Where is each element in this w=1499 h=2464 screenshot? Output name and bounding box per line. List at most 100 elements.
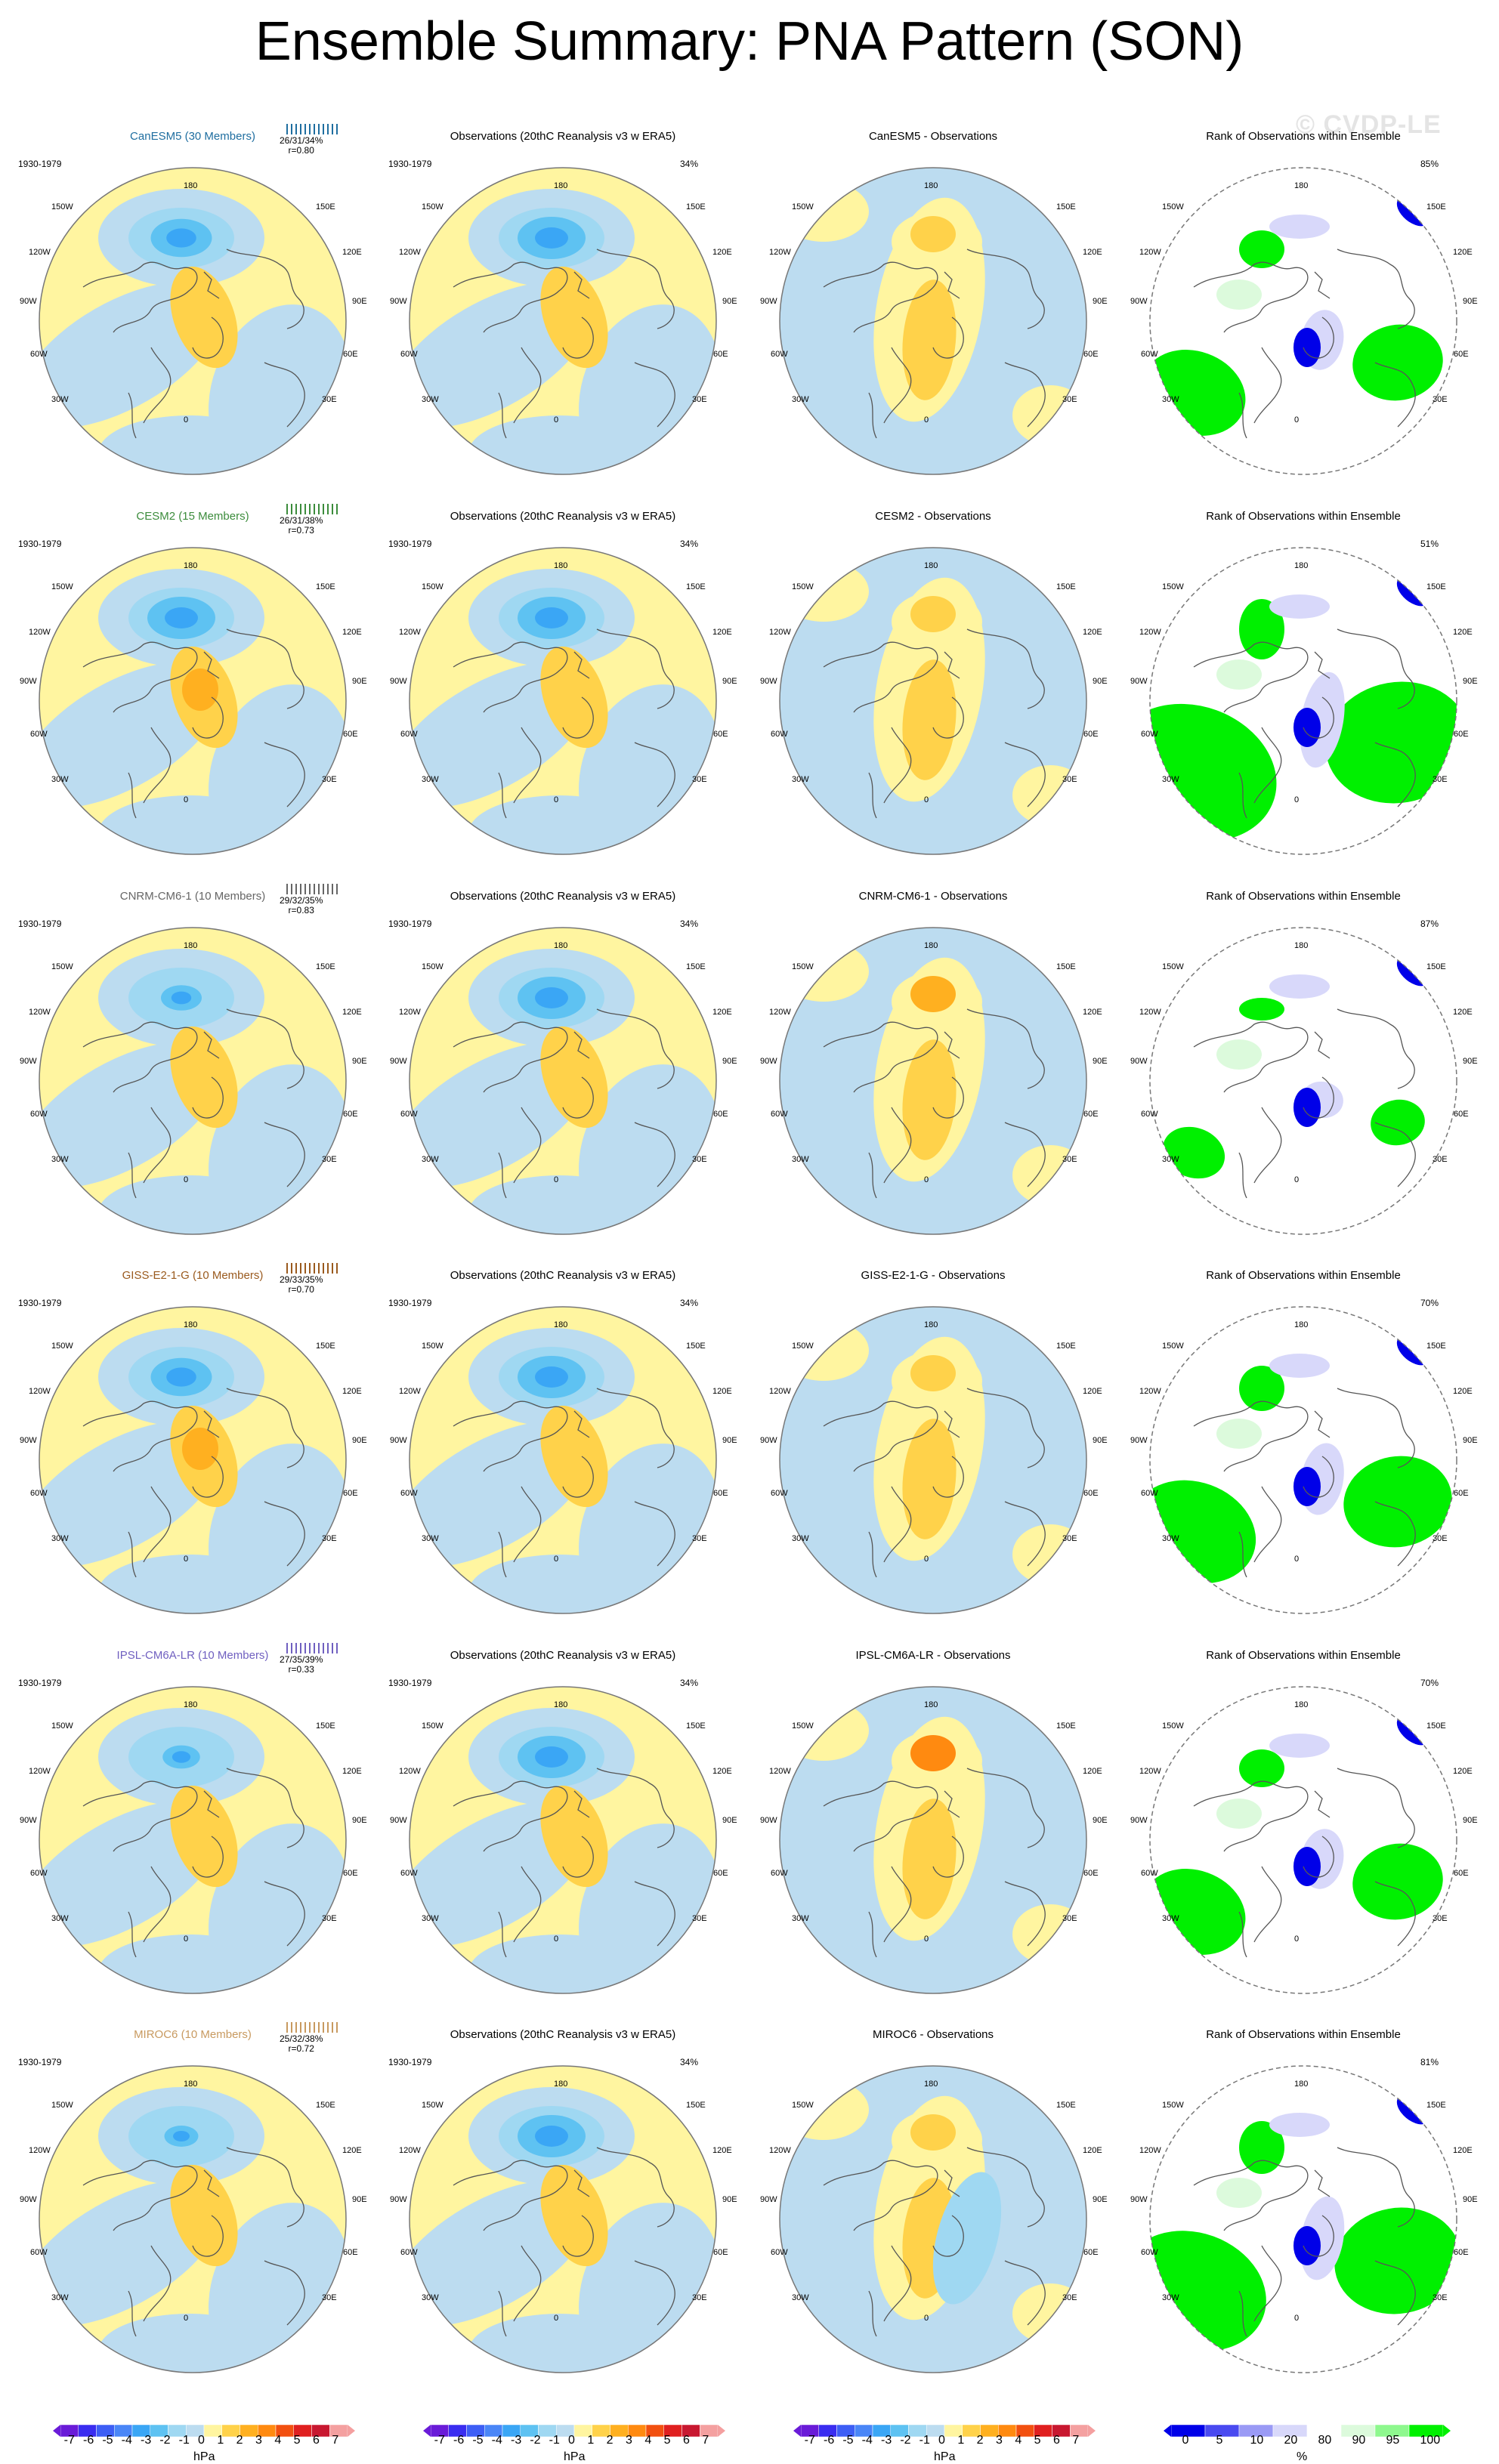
longitude-label: 150W — [51, 962, 73, 971]
longitude-label: 90E — [352, 1057, 367, 1066]
longitude-label: 180 — [184, 1320, 198, 1329]
longitude-label: 60W — [400, 350, 418, 359]
longitude-label: 120W — [29, 1387, 51, 1396]
longitude-label: 120W — [399, 1387, 421, 1396]
longitude-label: 150E — [1056, 202, 1076, 212]
longitude-label: 30E — [1062, 1155, 1077, 1164]
colorbar-tick-label: -2 — [900, 2434, 911, 2447]
longitude-label: 90W — [760, 1816, 777, 1825]
longitude-label: 120E — [1083, 2146, 1102, 2155]
longitude-label: 150E — [686, 1342, 706, 1351]
longitude-label: 0 — [184, 795, 189, 804]
percent-label: 34% — [680, 1298, 699, 1308]
map-panel-model: GISS-E2-1-G (10 Members) 1930-1979 29/33/3… — [8, 1252, 378, 1630]
longitude-label: 60E — [343, 730, 358, 739]
longitude-label: 120W — [399, 628, 421, 637]
period-label: 1930-1979 — [388, 539, 432, 549]
longitude-label: 60E — [713, 2248, 728, 2257]
longitude-label: 60W — [1141, 350, 1158, 359]
longitude-label: 30E — [692, 395, 707, 404]
longitude-label: 180 — [184, 1700, 198, 1709]
longitude-label: 180 — [1294, 1320, 1309, 1329]
longitude-label: 120W — [29, 1008, 51, 1017]
longitude-label: 90E — [352, 1436, 367, 1445]
longitude-label: 150E — [686, 962, 706, 971]
longitude-label: 180 — [924, 561, 938, 570]
longitude-label: 120W — [1139, 2146, 1161, 2155]
colorbar-tick-label: 0 — [1182, 2434, 1189, 2447]
longitude-label: 120E — [1453, 248, 1473, 257]
longitude-label: 150W — [792, 1342, 814, 1351]
longitude-label: 60W — [400, 2248, 418, 2257]
colorbar-tick-label: -5 — [102, 2434, 113, 2447]
longitude-label: 60W — [771, 350, 788, 359]
colorbar-unit: hPa — [564, 2450, 586, 2463]
longitude-label: 150W — [1162, 202, 1184, 212]
stats-label: 26/31/38% r=0.73 — [280, 515, 323, 536]
longitude-label: 150W — [422, 1721, 444, 1731]
longitude-label: 90E — [722, 1436, 737, 1445]
longitude-label: 180 — [1294, 2080, 1309, 2089]
longitude-label: 180 — [924, 1700, 938, 1709]
colorbar-tick-label: -1 — [178, 2434, 190, 2447]
longitude-label: 150E — [316, 202, 335, 212]
longitude-label: 120E — [1453, 1387, 1473, 1396]
longitude-label: 150E — [686, 1721, 706, 1731]
longitude-label: 150W — [792, 2101, 814, 2110]
longitude-label: 90W — [20, 677, 37, 686]
longitude-label: 90E — [352, 2195, 367, 2204]
polar-map — [778, 166, 1088, 476]
polar-map — [1148, 926, 1458, 1236]
longitude-label: 120E — [342, 628, 362, 637]
longitude-label: 90W — [390, 1057, 407, 1066]
longitude-label: 150E — [1426, 1342, 1446, 1351]
longitude-label: 150W — [422, 1342, 444, 1351]
longitude-label: 90E — [722, 677, 737, 686]
longitude-label: 150E — [1426, 962, 1446, 971]
longitude-label: 30W — [422, 2293, 439, 2302]
longitude-label: 120W — [1139, 628, 1161, 637]
figure-row: MIROC6 (10 Members) 1930-1979 25/32/38% r=0… — [0, 2012, 1499, 2389]
colorbar-tick-label: 7 — [332, 2434, 339, 2447]
longitude-label: 60E — [1083, 1489, 1099, 1498]
longitude-label: 90E — [1093, 1436, 1108, 1445]
longitude-label: 150W — [422, 2101, 444, 2110]
longitude-label: 60E — [1083, 350, 1099, 359]
colorbar-tick-label: -6 — [83, 2434, 94, 2447]
longitude-label: 60E — [1454, 1869, 1469, 1878]
colorbar-tick-label: 4 — [644, 2434, 652, 2447]
polar-map — [408, 1685, 718, 1995]
longitude-label: 30W — [792, 395, 809, 404]
longitude-label: 120W — [399, 2146, 421, 2155]
longitude-label: 150E — [316, 582, 335, 591]
panel-title: Observations (20thC Reanalysis v3 w ERA5… — [450, 130, 676, 143]
panel-title: Rank of Observations within Ensemble — [1206, 130, 1401, 143]
longitude-label: 60E — [713, 730, 728, 739]
colorbar-tick-label: -4 — [121, 2434, 132, 2447]
colorbar-tick-label: -3 — [881, 2434, 892, 2447]
longitude-label: 60E — [713, 1110, 728, 1119]
longitude-label: 60E — [713, 350, 728, 359]
colorbar-tick-label: 80 — [1318, 2434, 1332, 2447]
colorbar-tick-label: -2 — [530, 2434, 541, 2447]
longitude-label: 60W — [1141, 1869, 1158, 1878]
longitude-label: 0 — [554, 2314, 559, 2323]
longitude-label: 60E — [1454, 1489, 1469, 1498]
longitude-label: 180 — [184, 181, 198, 190]
longitude-label: 60E — [343, 350, 358, 359]
longitude-label: 150E — [1056, 1342, 1076, 1351]
figure-row: GISS-E2-1-G (10 Members) 1930-1979 29/33/3… — [0, 1252, 1499, 1630]
longitude-label: 30W — [792, 2293, 809, 2302]
longitude-label: 120W — [29, 1767, 51, 1776]
stats-label: 27/35/39% r=0.33 — [280, 1654, 323, 1675]
longitude-label: 30W — [422, 1914, 439, 1923]
colorbar-tick-label: -7 — [434, 2434, 445, 2447]
colorbar-tick-label: 90 — [1352, 2434, 1366, 2447]
map-panel-model: IPSL-CM6A-LR (10 Members) 1930-1979 27/35/… — [8, 1632, 378, 2010]
longitude-label: 60W — [30, 1110, 48, 1119]
longitude-label: 60W — [771, 2248, 788, 2257]
period-label: 1930-1979 — [18, 2057, 62, 2067]
longitude-label: 90W — [390, 297, 407, 306]
longitude-label: 30W — [1162, 1155, 1179, 1164]
longitude-label: 120E — [1453, 1008, 1473, 1017]
